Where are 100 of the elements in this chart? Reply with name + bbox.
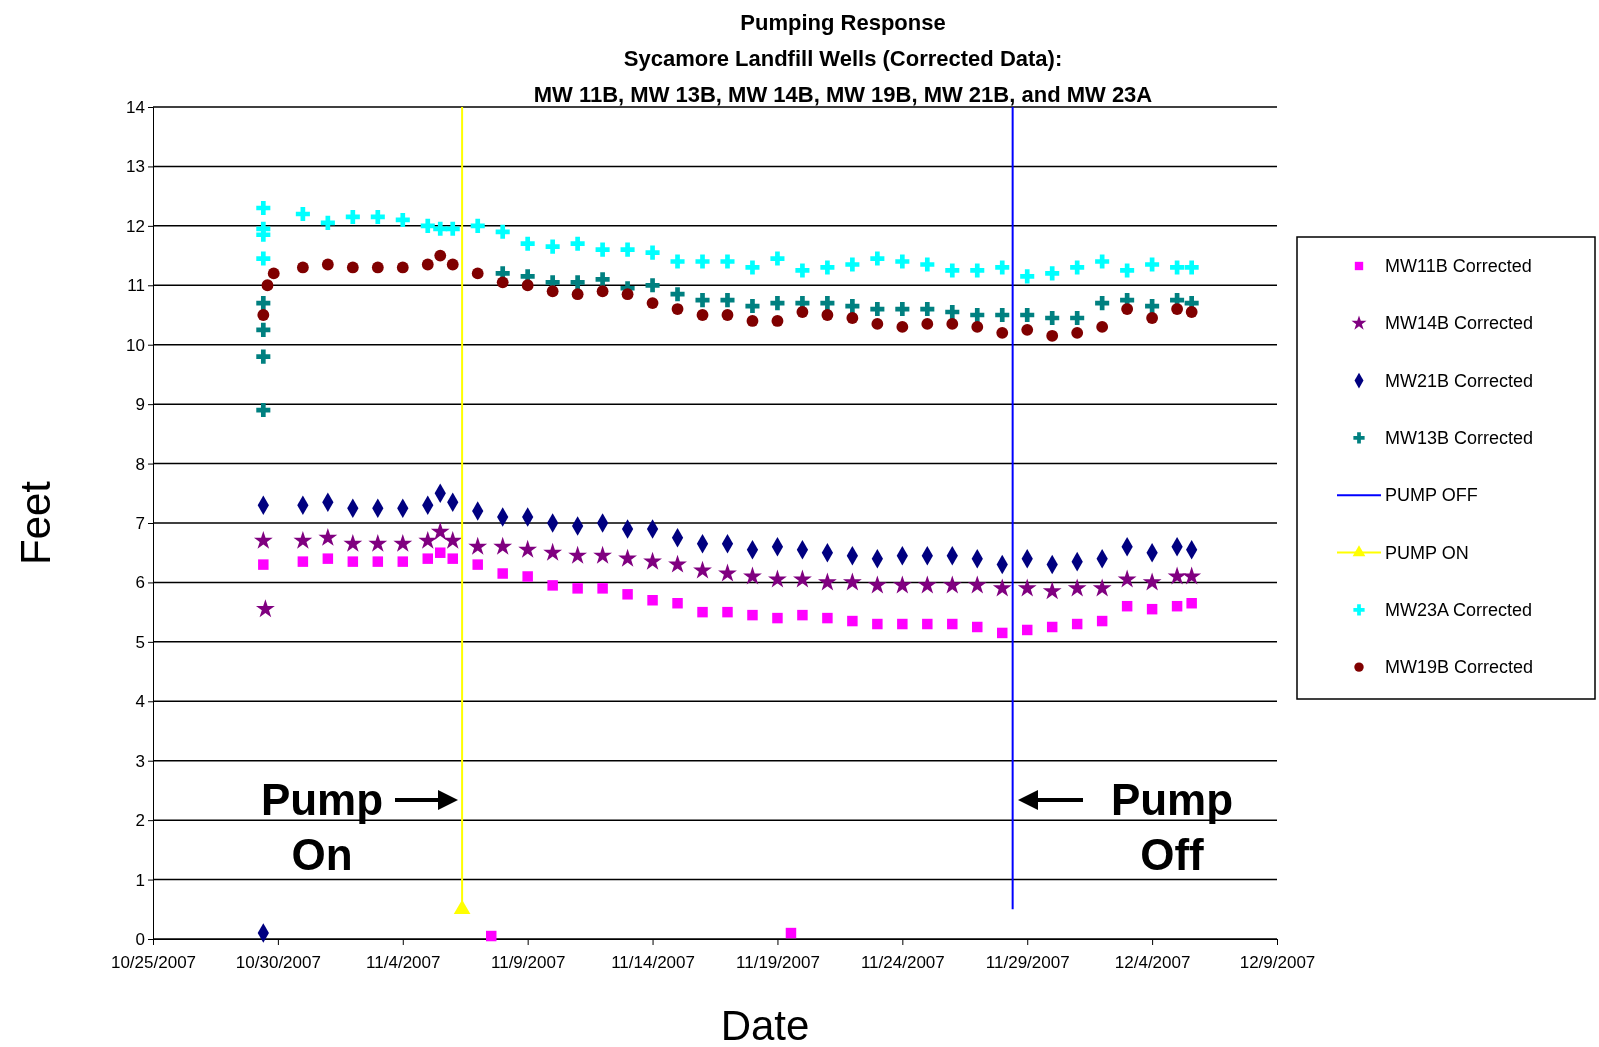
x-tick-label: 11/24/2007 — [860, 953, 945, 973]
point — [267, 267, 280, 280]
point — [1067, 578, 1087, 597]
point — [1045, 266, 1060, 281]
point — [921, 318, 934, 330]
point — [572, 583, 583, 594]
point — [722, 606, 733, 618]
point — [596, 285, 609, 298]
point — [1096, 320, 1109, 333]
point — [346, 261, 359, 274]
point — [1071, 618, 1083, 630]
point — [397, 556, 409, 567]
chart-subtitle: Sycamore Landfill Wells (Corrected Data): MW 11B, MW 13B, MW 14B, MW 19B, MW 21B, and MW 23A — [533, 46, 1153, 107]
point — [870, 302, 885, 317]
point — [257, 309, 270, 321]
point — [1146, 312, 1159, 324]
point — [970, 263, 985, 278]
point — [1070, 310, 1085, 326]
point — [446, 258, 459, 271]
legend-label: MW23A Corrected — [1385, 599, 1533, 620]
legend-label: PUMP ON — [1385, 542, 1469, 563]
point — [521, 279, 534, 292]
point — [595, 242, 610, 257]
point — [1120, 263, 1135, 278]
chart-title: Pumping Response — [740, 10, 946, 35]
point — [643, 551, 662, 570]
point — [920, 257, 935, 272]
point — [895, 254, 910, 269]
legend-label: MW21B Corrected — [1385, 370, 1534, 391]
y-tick-label: 0 — [135, 929, 145, 949]
point — [620, 242, 635, 257]
point — [995, 260, 1010, 275]
point — [518, 539, 538, 558]
point — [493, 536, 513, 555]
point — [1121, 303, 1134, 315]
point — [1142, 572, 1162, 591]
point — [770, 251, 785, 266]
point — [845, 257, 860, 272]
point — [253, 530, 273, 549]
point — [256, 403, 271, 418]
point — [1146, 603, 1158, 615]
point — [770, 296, 785, 311]
point — [371, 261, 384, 274]
point — [785, 927, 797, 939]
point — [1071, 326, 1084, 339]
point — [522, 571, 533, 582]
x-tick-label: 11/19/2007 — [736, 953, 820, 973]
point — [672, 597, 683, 609]
point — [1182, 566, 1202, 585]
y-axis-title: Feet — [12, 480, 59, 566]
point — [946, 318, 959, 330]
point — [434, 249, 447, 262]
point — [445, 221, 460, 236]
x-tick-label: 10/30/2007 — [235, 953, 321, 973]
point — [568, 545, 588, 564]
point — [1171, 600, 1183, 612]
point — [471, 267, 484, 280]
point — [696, 309, 709, 321]
point — [256, 251, 271, 266]
point — [892, 575, 912, 594]
point — [297, 556, 309, 567]
point — [435, 547, 446, 558]
x-tick-label: 11/9/2007 — [490, 953, 566, 973]
point — [771, 315, 784, 327]
point — [293, 530, 313, 549]
point — [447, 553, 458, 564]
point — [718, 563, 737, 582]
point — [917, 575, 937, 594]
point — [422, 553, 433, 564]
point — [747, 609, 758, 621]
point — [1145, 257, 1160, 272]
point — [870, 251, 885, 266]
point — [256, 322, 271, 337]
point — [671, 303, 684, 315]
point — [646, 297, 659, 310]
point — [971, 320, 984, 333]
point — [772, 612, 783, 624]
point — [256, 200, 271, 216]
point — [945, 304, 960, 320]
point — [746, 315, 759, 327]
point — [1020, 269, 1035, 284]
point — [817, 572, 837, 591]
point — [970, 307, 985, 323]
point — [597, 583, 608, 594]
y-tick-label: 13 — [126, 157, 145, 177]
point — [895, 302, 910, 317]
point — [871, 318, 884, 330]
x-tick-label: 11/29/2007 — [985, 953, 1070, 973]
point — [1185, 306, 1198, 318]
point — [595, 272, 610, 287]
annotation: Pump Off — [1110, 775, 1234, 879]
point — [618, 548, 637, 567]
point — [967, 575, 987, 594]
point — [670, 287, 685, 302]
point — [845, 299, 860, 314]
point — [821, 309, 834, 321]
y-tick-label: 9 — [135, 395, 145, 415]
point — [720, 254, 735, 269]
x-tick-label: 11/14/2007 — [611, 953, 695, 973]
point — [695, 293, 710, 308]
